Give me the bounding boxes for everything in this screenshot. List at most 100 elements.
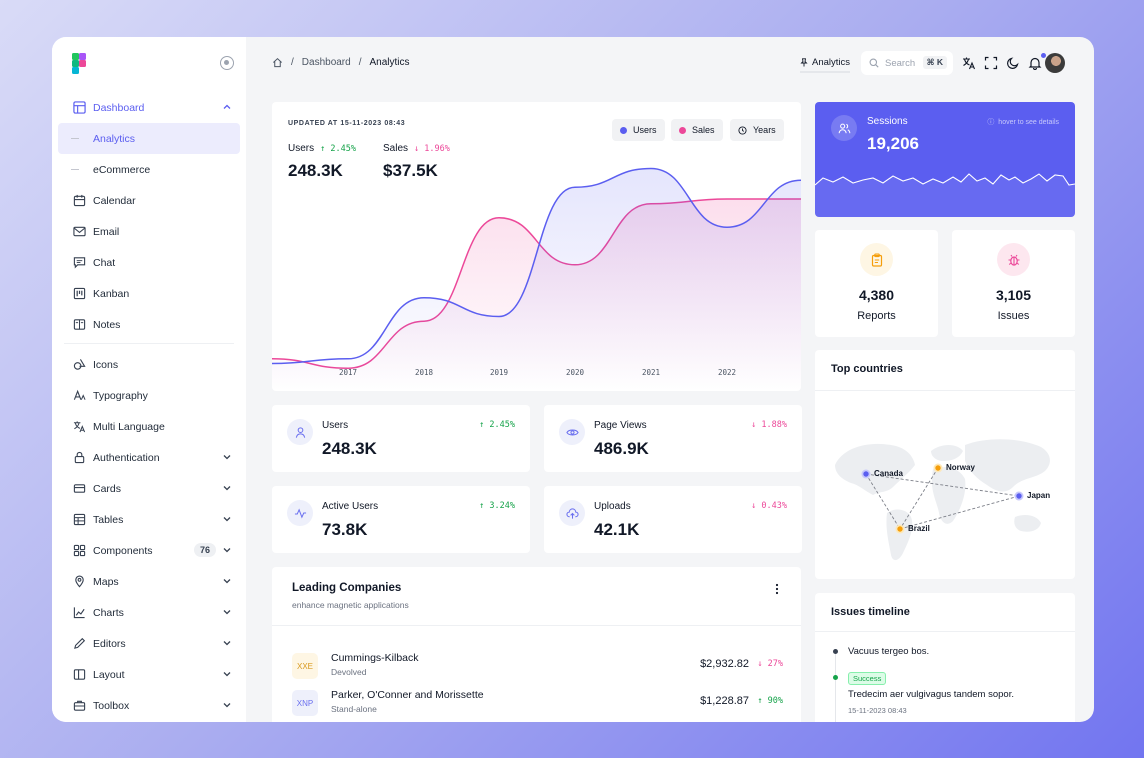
translate-icon[interactable] — [962, 56, 976, 70]
stat-label: Active Users — [322, 501, 379, 512]
company-row[interactable]: XXE Cummings-Kilback Devolved $2,932.82 … — [292, 650, 783, 680]
issues-timeline-title: Issues timeline — [831, 606, 910, 618]
overview-users-change-value: 2.45% — [330, 143, 356, 154]
sidebar-item-label: Typography — [93, 389, 148, 402]
stat-change: ↑ 2.45% — [479, 420, 515, 430]
sidebar-collapse-button[interactable] — [220, 56, 234, 70]
language-icon — [73, 421, 86, 433]
stat-change: ↓ 0.43% — [751, 501, 787, 511]
sidebar-item-label: Icons — [93, 358, 119, 371]
home-icon[interactable] — [272, 57, 283, 68]
sidebar-item-cards[interactable]: Cards — [52, 473, 246, 504]
sidebar-item-editors[interactable]: Editors — [52, 628, 246, 659]
sidebar-item-label: Cards — [93, 482, 122, 495]
sessions-sparkline[interactable] — [815, 162, 1075, 217]
legend-users-chip[interactable]: Users — [612, 119, 665, 141]
users-dot — [620, 126, 627, 134]
updated-timestamp: UPDATED AT 15-11-2023 08:43 — [288, 120, 406, 127]
top-countries-card: Top countries — [815, 350, 1075, 579]
overview-sales-change-value: 1.96% — [424, 143, 450, 154]
sidebar-item-label: Dashboard — [93, 101, 145, 114]
sessions-card: Sessions 19,206 ⓘ hover to see details — [815, 102, 1075, 217]
search-shortcut: ⌘ K — [922, 56, 947, 69]
timeline-line — [835, 649, 836, 722]
sidebar-divider — [64, 343, 234, 344]
company-logo: XXE — [292, 653, 318, 679]
sidebar-item-calendar[interactable]: Calendar — [52, 185, 246, 216]
company-change: ↑ 90% — [757, 696, 783, 706]
sidebar-item-dashboard[interactable]: Dashboard — [52, 92, 246, 123]
more-vertical-icon[interactable] — [775, 583, 779, 595]
pinned-analytics-link[interactable]: Analytics — [800, 57, 851, 73]
shapes-icon — [73, 359, 86, 370]
country-label-norway: Norway — [946, 463, 975, 472]
pen-icon — [74, 637, 86, 649]
search-input[interactable]: Search ⌘ K — [861, 51, 953, 75]
sidebar-item-charts[interactable]: Charts — [52, 597, 246, 628]
sidebar-item-maps[interactable]: Maps — [52, 566, 246, 597]
fullscreen-icon[interactable] — [984, 56, 998, 70]
sidebar-item-authentication[interactable]: Authentication — [52, 442, 246, 473]
sidebar-item-layout[interactable]: Layout — [52, 659, 246, 690]
issues-label: Issues — [997, 310, 1030, 322]
breadcrumb-dashboard[interactable]: Dashboard — [301, 57, 351, 68]
sidebar-item-typography[interactable]: Typography — [52, 380, 246, 411]
sidebar-item-icons[interactable]: Icons — [52, 349, 246, 380]
country-label-brazil: Brazil — [908, 524, 930, 533]
calendar-icon — [73, 194, 86, 207]
overview-users-stat: Users ↑ 2.45% 248.3K — [288, 143, 356, 181]
chat-icon — [73, 257, 86, 269]
dashboard-icon — [73, 101, 86, 114]
overview-users-label: Users — [288, 143, 315, 154]
chevron-down-icon — [223, 486, 231, 491]
tree-dash — [71, 138, 79, 139]
company-row[interactable]: XNP Parker, O'Conner and Morissette Stan… — [292, 687, 783, 717]
top-bar: / Dashboard / Analytics Analytics Search… — [246, 37, 1094, 89]
sidebar-item-label: Components — [93, 544, 153, 557]
sidebar-item-chat[interactable]: Chat — [52, 247, 246, 278]
breadcrumb: / Dashboard / Analytics — [272, 57, 410, 68]
sidebar-item-label: Editors — [93, 637, 126, 650]
sidebar-item-tables[interactable]: Tables — [52, 504, 246, 535]
map-icon — [75, 575, 84, 588]
chevron-up-icon — [223, 104, 231, 109]
chevron-down-icon — [223, 703, 231, 708]
issues-card: 3,105 Issues — [952, 230, 1075, 337]
sidebar-item-multi-language[interactable]: Multi Language — [52, 411, 246, 442]
company-change: ↓ 27% — [757, 659, 783, 669]
sidebar-item-label: Tables — [93, 513, 124, 526]
stat-label: Page Views — [594, 420, 647, 431]
logo-icon[interactable] — [72, 53, 88, 75]
cloud-upload-icon — [559, 500, 585, 526]
layout-icon — [73, 669, 86, 680]
legend-sales-chip[interactable]: Sales — [671, 119, 723, 141]
sidebar-item-label: Layout — [93, 668, 125, 681]
sidebar-item-email[interactable]: Email — [52, 216, 246, 247]
chevron-down-icon — [223, 610, 231, 615]
sidebar-item-label: Email — [93, 225, 120, 238]
sidebar-item-kanban[interactable]: Kanban — [52, 278, 246, 309]
bell-icon[interactable] — [1028, 56, 1042, 70]
x-tick-label: 2020 — [565, 368, 585, 377]
sidebar-item-ecommerce[interactable]: eCommerce — [52, 154, 246, 185]
sidebar-item-components[interactable]: Components 76 — [52, 535, 246, 566]
leading-companies-card: Leading Companies enhance magnetic appli… — [272, 567, 801, 722]
sidebar-item-analytics[interactable]: Analytics — [58, 123, 240, 154]
sidebar-item-label: Analytics — [93, 132, 136, 145]
stat-label: Users — [322, 420, 349, 431]
lock-icon — [74, 451, 85, 464]
sidebar-item-notes[interactable]: Notes — [52, 309, 246, 340]
world-map[interactable]: Canada Norway Japan Brazil — [829, 395, 1061, 575]
series-line-users[interactable] — [272, 167, 801, 365]
legend-sales-label: Sales — [692, 125, 715, 135]
status-badge: Success — [848, 672, 887, 685]
top-countries-title: Top countries — [831, 363, 903, 375]
sidebar-item-toolbox[interactable]: Toolbox — [52, 690, 246, 721]
legend-years-chip[interactable]: Years — [730, 119, 784, 141]
sidebar-item-label: Toolbox — [93, 699, 130, 712]
world-map-svg — [835, 439, 1050, 561]
overview-sales-stat: Sales ↓ 1.96% $37.5K — [383, 143, 450, 181]
avatar[interactable] — [1045, 53, 1065, 73]
x-tick-label: 2017 — [338, 368, 358, 377]
moon-icon[interactable] — [1006, 56, 1020, 70]
